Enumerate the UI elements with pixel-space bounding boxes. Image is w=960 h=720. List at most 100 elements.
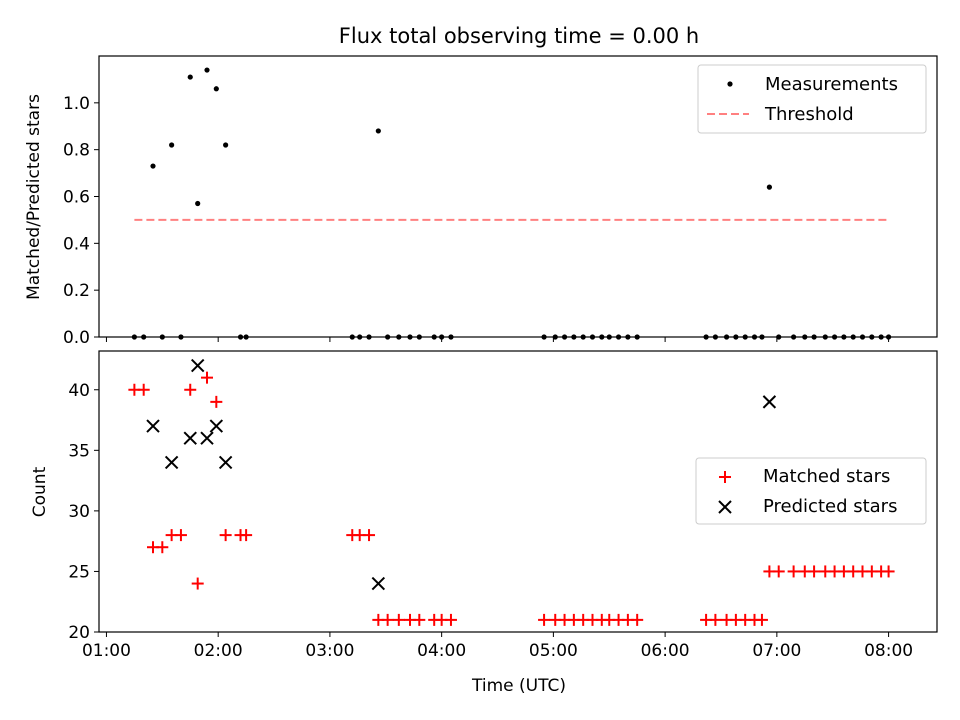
measurements-point [204, 67, 210, 73]
predicted-stars-point-d2 [371, 576, 386, 591]
measurements-point [141, 334, 147, 340]
bottom-x-tick-label: 03:00 [305, 641, 354, 661]
measurements-point [885, 334, 892, 340]
bottom-legend-box [695, 457, 927, 525]
legend-matched-label: Matched stars [763, 466, 890, 487]
legend-measurements-marker [727, 81, 733, 87]
chart-title: Flux total observing time = 0.00 h [339, 24, 699, 48]
bottom-x-tick-label: 07:00 [752, 641, 801, 661]
measurements-point [776, 334, 782, 340]
x-axis-label: Time (UTC) [471, 676, 566, 696]
matched-stars-point [381, 613, 394, 626]
top-y-ticks: 0.0 0.2 0.4 0.6 0.8 1.0 [63, 94, 99, 348]
bottom-y-tick-label: 40 [68, 381, 90, 401]
measurements-point [841, 334, 847, 340]
matched-stars-point [363, 529, 376, 542]
measurements-point [859, 334, 866, 340]
matched-stars-point [538, 613, 551, 626]
bottom-legend: Matched stars Predicted stars [695, 457, 927, 525]
measurements-point [742, 334, 748, 340]
bottom-x-ticks: 01:00 02:00 03:00 04:00 05:00 06:00 07:00 08:00 [82, 632, 913, 661]
predicted-stars-point-d2 [209, 419, 224, 433]
measurements-point [150, 163, 156, 169]
bottom-panel: 20 25 30 35 40 01:00 02:00 03:00 04:00 05:00 06:0… [30, 350, 938, 696]
measurements-point [634, 334, 640, 340]
bottom-x-tick-label: 01:00 [82, 641, 131, 661]
bottom-y-tick-label: 30 [68, 502, 90, 522]
measurements-point [349, 334, 355, 340]
measurements-point [448, 334, 454, 340]
bottom-y-tick-label: 35 [68, 441, 90, 461]
matched-stars-point [210, 395, 223, 408]
measurements-point [552, 334, 558, 340]
bottom-x-tick-label: 05:00 [529, 641, 578, 661]
measurements-point [759, 334, 765, 340]
measurements-point [580, 334, 586, 340]
matched-stars-point [184, 383, 197, 396]
predicted-stars-point [190, 358, 205, 373]
legend-measurements-label: Measurements [765, 74, 898, 95]
predicted-stars-point [209, 419, 224, 433]
predicted-stars-point [200, 431, 214, 445]
predicted-stars-point [183, 431, 197, 445]
predicted-stars-point [762, 395, 777, 409]
predicted-stars-point [164, 455, 179, 470]
top-legend-box [697, 64, 927, 134]
predicted-stars-point [371, 576, 386, 591]
measurements-point [385, 334, 391, 340]
matched-stars-point [174, 529, 187, 542]
matched-stars-point [191, 577, 204, 590]
measurements-point [869, 334, 875, 340]
predicted-stars-point-d2 [183, 431, 197, 445]
measurements-point [407, 334, 413, 340]
predicted-stars-point-d2 [218, 455, 233, 470]
matched-stars-point [392, 613, 405, 626]
legend-predicted-marker [718, 500, 732, 514]
measurements-point [878, 334, 884, 340]
measurements-point [751, 334, 758, 340]
bottom-x-tick-label: 02:00 [194, 641, 243, 661]
measurements-point [850, 334, 856, 340]
bottom-y-ticks: 20 25 30 35 40 [68, 381, 99, 643]
measurements-point [571, 334, 577, 340]
measurements-point [357, 334, 363, 340]
top-panel: 0.0 0.2 0.4 0.6 0.8 1.0 Matched/Predicted sta… [24, 55, 938, 348]
matched-stars-point [137, 383, 150, 396]
bottom-y-tick-label: 25 [68, 562, 90, 582]
measurements-point [802, 334, 808, 340]
top-y-tick-label: 0.4 [63, 234, 90, 254]
measurements-point [791, 334, 797, 340]
matched-stars-point [755, 613, 768, 626]
measurements-point [541, 334, 547, 340]
measurements-point [169, 142, 175, 148]
bottom-series [128, 358, 895, 626]
predicted-stars-point-d2 [200, 431, 214, 445]
measurements-point [159, 334, 165, 340]
predicted-stars-point-d2 [164, 455, 179, 470]
measurements-point [237, 334, 244, 340]
measurements-point [396, 334, 402, 340]
top-legend: Measurements Threshold [697, 64, 927, 134]
measurements-point [431, 334, 437, 340]
predicted-stars-point [218, 455, 233, 470]
matched-stars-point [709, 613, 722, 626]
measurements-point [703, 334, 709, 340]
matched-stars-point [240, 529, 253, 542]
measurements-point [223, 142, 229, 148]
measurements-point [375, 128, 381, 134]
matched-stars-point [631, 613, 644, 626]
measurements-point [589, 334, 596, 340]
measurements-point [822, 334, 828, 340]
matched-stars-point [808, 565, 821, 578]
measurements-point [811, 334, 817, 340]
bottom-y-axis-label: Count [30, 466, 50, 517]
predicted-stars-point-d2 [190, 358, 205, 373]
top-y-tick-label: 0.0 [63, 328, 90, 348]
measurements-point [243, 334, 249, 340]
matched-stars-point [882, 565, 895, 578]
matched-stars-point [444, 613, 457, 626]
measurements-point [195, 200, 201, 207]
measurements-point [766, 184, 773, 190]
top-y-axis-label: Matched/Predicted stars [24, 94, 44, 300]
